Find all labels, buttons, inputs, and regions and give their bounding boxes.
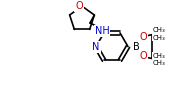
Text: CH₃: CH₃ <box>153 52 165 59</box>
Text: B: B <box>133 42 139 52</box>
Text: CH₃: CH₃ <box>153 27 165 33</box>
Text: O: O <box>139 32 147 42</box>
Text: CH₃: CH₃ <box>153 60 165 66</box>
Text: O: O <box>75 1 83 11</box>
Text: CH₃: CH₃ <box>153 35 165 41</box>
Text: N: N <box>92 42 100 52</box>
Text: O: O <box>139 52 147 61</box>
Text: NH: NH <box>95 26 109 36</box>
